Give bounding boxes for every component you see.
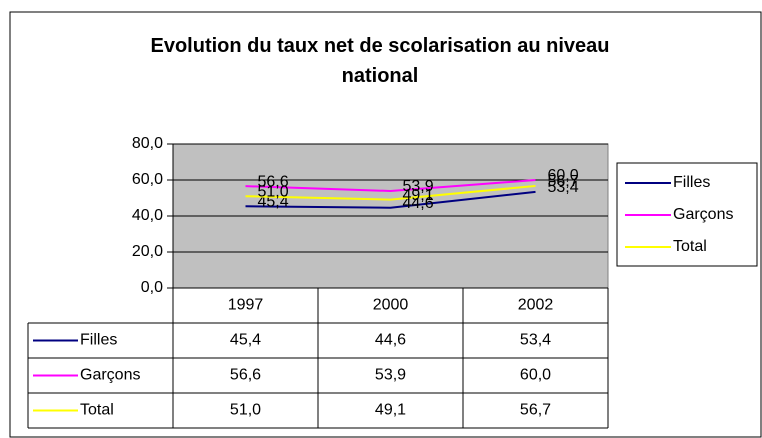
data-label: 53,9 [403, 178, 434, 195]
x-tick-label: 2000 [373, 297, 409, 314]
legend-label: Filles [673, 174, 710, 191]
table-cell: 53,9 [375, 367, 406, 384]
table-series-name: Filles [80, 332, 117, 349]
table-cell: 56,6 [230, 367, 261, 384]
chart-title: Evolution du taux net de scolarisation a… [151, 35, 610, 87]
table-cell: 49,1 [375, 402, 406, 419]
table-cell: 53,4 [520, 332, 551, 349]
data-label: 60,0 [548, 167, 579, 184]
data-label: 56,7 [548, 173, 579, 190]
table-cell: 44,6 [375, 332, 406, 349]
x-tick-label: 1997 [228, 297, 264, 314]
table-cell: 45,4 [230, 332, 261, 349]
y-tick-label: 40,0 [132, 207, 163, 224]
data-label: 49,1 [403, 187, 434, 204]
x-tick-label: 2002 [518, 297, 554, 314]
legend-label: Garçons [673, 206, 733, 223]
y-tick-label: 20,0 [132, 243, 163, 260]
data-label: 51,0 [258, 183, 289, 200]
line-series [245, 190, 536, 209]
table-cell: 56,7 [520, 402, 551, 419]
data-label: 44,6 [403, 195, 434, 212]
table-cell: 60,0 [520, 367, 551, 384]
data-label: 53,4 [548, 179, 579, 196]
table-cell: 51,0 [230, 402, 261, 419]
line-series [245, 184, 536, 201]
y-tick-label: 80,0 [132, 135, 163, 152]
table-series-name: Garçons [80, 367, 140, 384]
line-series [245, 179, 536, 192]
y-tick-label: 60,0 [132, 171, 163, 188]
data-label: 56,6 [258, 173, 289, 190]
y-tick-label: 0,0 [141, 279, 163, 296]
legend-label: Total [673, 238, 707, 255]
table-series-name: Total [80, 402, 114, 419]
